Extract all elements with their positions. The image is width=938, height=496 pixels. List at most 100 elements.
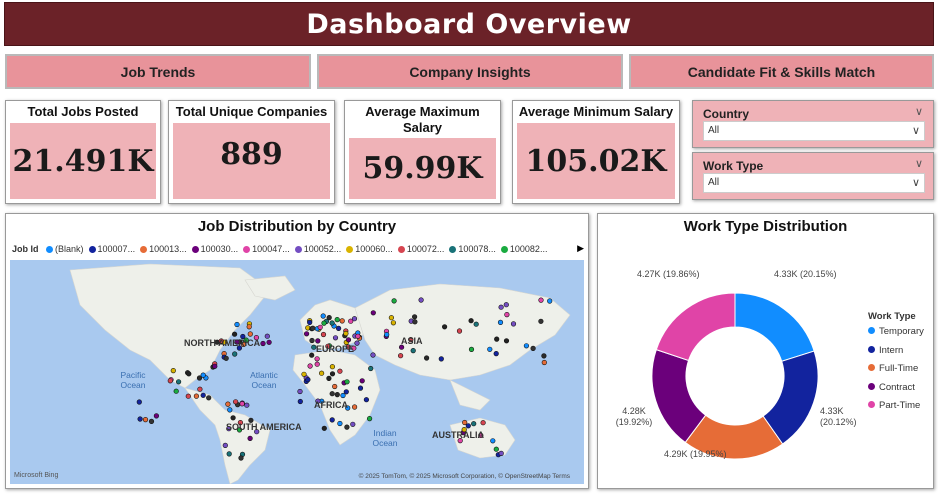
job-marker[interactable] <box>319 370 325 376</box>
tab-job-trends[interactable]: Job Trends <box>5 54 311 89</box>
job-marker[interactable] <box>442 324 448 330</box>
job-marker[interactable] <box>325 343 331 349</box>
job-marker[interactable] <box>297 398 303 405</box>
job-marker[interactable] <box>244 402 250 408</box>
job-marker[interactable] <box>237 420 243 426</box>
job-marker[interactable] <box>367 416 373 422</box>
job-marker[interactable] <box>523 343 530 349</box>
job-marker[interactable] <box>247 331 253 337</box>
job-marker[interactable] <box>136 399 142 405</box>
legend-label[interactable]: 100052... <box>303 244 342 254</box>
job-marker[interactable] <box>351 345 357 351</box>
job-marker[interactable] <box>176 379 182 385</box>
job-marker[interactable] <box>233 399 239 405</box>
job-marker[interactable] <box>390 320 397 326</box>
work-type-donut[interactable] <box>597 213 934 489</box>
legend-label[interactable]: 100082... <box>509 244 548 254</box>
job-marker[interactable] <box>399 344 405 350</box>
job-marker[interactable] <box>326 375 332 381</box>
job-marker[interactable] <box>350 421 356 427</box>
job-marker[interactable] <box>530 345 536 351</box>
job-marker[interactable] <box>344 379 350 385</box>
job-marker[interactable] <box>197 386 203 392</box>
job-marker[interactable] <box>238 455 244 461</box>
job-marker[interactable] <box>212 363 218 369</box>
job-marker[interactable] <box>234 339 240 345</box>
map-credits[interactable]: © 2025 TomTom, © 2025 Microsoft Corporat… <box>358 473 570 480</box>
job-marker[interactable] <box>465 423 471 429</box>
job-marker[interactable] <box>321 320 327 326</box>
job-marker[interactable] <box>236 427 243 433</box>
job-marker[interactable] <box>332 335 339 341</box>
job-marker[interactable] <box>186 371 192 377</box>
job-marker[interactable] <box>344 424 350 430</box>
job-marker[interactable] <box>309 352 315 358</box>
job-marker[interactable] <box>329 320 335 326</box>
job-marker[interactable] <box>167 378 173 384</box>
job-marker[interactable] <box>412 319 418 325</box>
job-marker[interactable] <box>196 375 203 381</box>
pie-legend-item[interactable]: Contract <box>868 382 915 393</box>
job-marker[interactable] <box>148 418 155 424</box>
job-marker[interactable] <box>497 319 504 326</box>
tab-company-insights[interactable]: Company Insights <box>317 54 623 89</box>
job-marker[interactable] <box>457 438 463 444</box>
job-marker[interactable] <box>304 331 310 337</box>
job-marker[interactable] <box>345 337 352 343</box>
job-marker[interactable] <box>232 331 238 337</box>
work-type-dropdown[interactable]: All ∨ <box>703 173 925 193</box>
job-marker[interactable] <box>340 392 346 399</box>
job-marker[interactable] <box>503 302 509 308</box>
job-marker[interactable] <box>264 333 270 339</box>
job-marker[interactable] <box>354 340 360 346</box>
job-marker[interactable] <box>345 344 351 350</box>
job-marker[interactable] <box>345 405 351 411</box>
job-marker[interactable] <box>329 364 336 370</box>
job-marker[interactable] <box>541 359 547 366</box>
job-marker[interactable] <box>193 393 199 399</box>
job-marker[interactable] <box>348 318 354 324</box>
job-marker[interactable] <box>418 297 424 303</box>
job-marker[interactable] <box>370 310 376 316</box>
job-marker[interactable] <box>314 356 320 362</box>
job-marker[interactable] <box>260 340 266 347</box>
job-marker[interactable] <box>468 346 475 352</box>
job-marker[interactable] <box>173 388 179 394</box>
job-marker[interactable] <box>314 361 320 367</box>
job-marker[interactable] <box>334 316 340 323</box>
job-marker[interactable] <box>334 392 340 398</box>
job-marker[interactable] <box>232 351 238 357</box>
legend-label[interactable]: 100030... <box>200 244 239 254</box>
job-marker[interactable] <box>412 314 418 320</box>
job-marker[interactable] <box>254 429 260 435</box>
pie-legend-item[interactable]: Temporary <box>868 326 924 337</box>
job-marker[interactable] <box>311 344 317 350</box>
job-marker[interactable] <box>230 415 236 421</box>
job-marker[interactable] <box>200 392 206 398</box>
tab-candidate-fit[interactable]: Candidate Fit & Skills Match <box>629 54 934 89</box>
job-marker[interactable] <box>310 325 316 331</box>
job-marker[interactable] <box>398 353 404 359</box>
job-marker[interactable] <box>243 337 249 343</box>
job-marker[interactable] <box>504 311 510 318</box>
job-marker[interactable] <box>510 321 517 327</box>
job-marker[interactable] <box>153 413 159 419</box>
legend-label[interactable]: (Blank) <box>55 244 84 254</box>
job-marker[interactable] <box>493 350 499 357</box>
job-marker[interactable] <box>218 338 224 344</box>
job-marker[interactable] <box>266 339 272 345</box>
job-marker[interactable] <box>494 336 500 342</box>
country-dropdown[interactable]: All ∨ <box>703 121 925 141</box>
job-marker[interactable] <box>480 420 486 426</box>
legend-label[interactable]: 100078... <box>458 244 496 254</box>
job-marker[interactable] <box>329 371 336 377</box>
job-marker[interactable] <box>368 365 374 372</box>
job-marker[interactable] <box>142 417 149 423</box>
legend-label[interactable]: 100072... <box>406 244 445 254</box>
job-marker[interactable] <box>227 407 233 413</box>
job-marker[interactable] <box>301 371 307 377</box>
job-marker[interactable] <box>370 352 376 358</box>
job-marker[interactable] <box>384 331 390 338</box>
job-marker[interactable] <box>222 442 228 448</box>
legend-label[interactable]: 100060... <box>355 244 393 254</box>
